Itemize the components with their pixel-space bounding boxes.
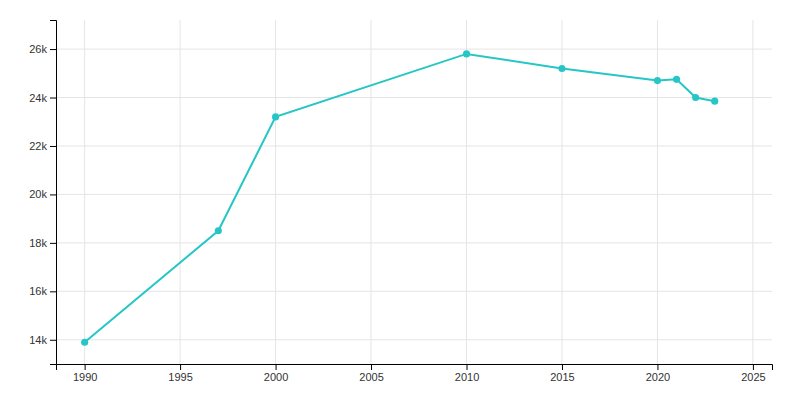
x-axis: 1990 1995 2000 2005 2010 2015 2020 2025 xyxy=(57,364,773,383)
y-tick-label: 14k xyxy=(29,334,47,346)
plot-area xyxy=(81,50,718,345)
x-grid-line xyxy=(371,20,372,364)
x-grid-line xyxy=(657,20,658,364)
chart: 1990 1995 2000 2005 2010 2015 2020 2025 14k 16k 18… xyxy=(0,0,800,400)
point xyxy=(272,113,279,120)
y-tick-mark xyxy=(50,49,56,50)
y-grid-line xyxy=(56,49,772,50)
y-tick-mark xyxy=(50,194,56,195)
x-tick-label: 1995 xyxy=(168,371,192,383)
y-tick: 26k xyxy=(29,43,56,55)
x-tick-label: 2015 xyxy=(550,371,574,383)
y-grid-line xyxy=(56,242,772,243)
y-grid-line xyxy=(56,97,772,98)
x-tick-mark xyxy=(180,364,181,370)
x-tick-mark xyxy=(753,364,754,370)
x-tick: 2025 xyxy=(741,364,765,383)
x-tick-label: 2010 xyxy=(455,371,479,383)
point xyxy=(558,65,565,72)
x-tick: 2000 xyxy=(264,364,288,383)
x-tick: 1990 xyxy=(73,364,97,383)
point xyxy=(673,76,680,83)
y-tick: 22k xyxy=(29,140,56,152)
line xyxy=(85,54,715,342)
y-tick-mark xyxy=(50,146,56,147)
y-tick: 16k xyxy=(29,285,56,297)
y-tick: 18k xyxy=(29,237,56,249)
point xyxy=(692,94,699,101)
y-tick-label: 24k xyxy=(29,92,47,104)
x-tick-mark xyxy=(371,364,372,370)
x-grid-line xyxy=(84,20,85,364)
y-tick: 20k xyxy=(29,188,56,200)
x-grid-line xyxy=(180,20,181,364)
x-tick: 2015 xyxy=(550,364,574,383)
point xyxy=(711,98,718,105)
y-tick: 14k xyxy=(29,334,56,346)
y-grid-line xyxy=(56,291,772,292)
y-tick-label: 18k xyxy=(29,237,47,249)
y-tick: 24k xyxy=(29,92,56,104)
x-grid-line xyxy=(466,20,467,364)
grid xyxy=(56,20,772,364)
x-tick-mark xyxy=(276,364,277,370)
y-tick-label: 26k xyxy=(29,43,47,55)
x-tick-mark xyxy=(467,364,468,370)
point xyxy=(215,227,222,234)
x-tick-label: 2000 xyxy=(264,371,288,383)
y-grid-line xyxy=(56,194,772,195)
x-tick: 2020 xyxy=(646,364,670,383)
x-tick: 2010 xyxy=(455,364,479,383)
y-tick-label: 20k xyxy=(29,188,47,200)
y-grid-line xyxy=(56,339,772,340)
x-tick-mark xyxy=(85,364,86,370)
point xyxy=(463,50,470,57)
y-tick-label: 16k xyxy=(29,285,47,297)
y-tick-label: 22k xyxy=(29,140,47,152)
x-tick-mark xyxy=(657,364,658,370)
y-tick-mark xyxy=(50,243,56,244)
x-tick: 1995 xyxy=(168,364,192,383)
x-tick: 2005 xyxy=(359,364,383,383)
x-grid-line xyxy=(752,20,753,364)
x-grid-line xyxy=(275,20,276,364)
x-tick-label: 1990 xyxy=(73,371,97,383)
y-axis: 14k 16k 18k 20k 22k 24k 26k xyxy=(29,21,56,365)
x-axis-line xyxy=(57,365,773,371)
y-tick-mark xyxy=(50,291,56,292)
point xyxy=(654,77,661,84)
y-tick-mark xyxy=(50,98,56,99)
y-tick-mark xyxy=(50,340,56,341)
x-tick-label: 2020 xyxy=(646,371,670,383)
point xyxy=(81,339,88,346)
x-tick-label: 2005 xyxy=(359,371,383,383)
y-axis-line xyxy=(50,21,57,365)
x-tick-label: 2025 xyxy=(741,371,765,383)
x-tick-mark xyxy=(562,364,563,370)
y-grid-line xyxy=(56,145,772,146)
